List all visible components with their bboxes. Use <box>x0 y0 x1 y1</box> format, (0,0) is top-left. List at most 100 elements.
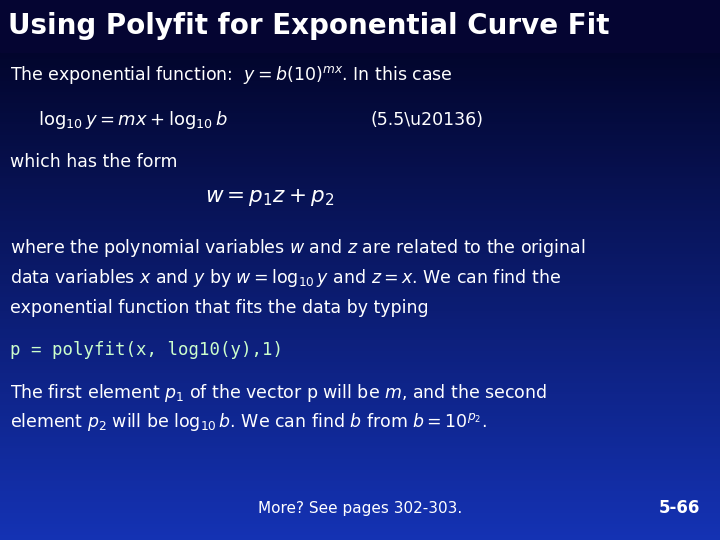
Bar <box>0 262 720 265</box>
Bar <box>0 316 720 319</box>
Bar <box>0 513 720 516</box>
Bar <box>0 232 720 235</box>
Bar <box>0 27 720 30</box>
Bar <box>0 68 720 70</box>
Bar <box>0 132 720 135</box>
Bar <box>0 475 720 478</box>
Bar <box>0 467 720 470</box>
Bar <box>0 313 720 316</box>
Bar <box>0 140 720 143</box>
Bar <box>0 19 720 22</box>
Bar <box>0 532 720 535</box>
Bar <box>0 165 720 167</box>
Text: 5-66: 5-66 <box>659 499 700 517</box>
Bar <box>0 224 720 227</box>
Bar <box>0 289 720 292</box>
Bar <box>0 470 720 472</box>
Bar <box>0 38 720 40</box>
Bar <box>0 440 720 443</box>
Bar <box>0 340 720 343</box>
Bar <box>0 370 720 373</box>
Bar <box>0 16 720 19</box>
Bar <box>0 505 720 508</box>
Bar <box>0 122 720 124</box>
Text: The first element $p_1$ of the vector p will be $m$, and the second: The first element $p_1$ of the vector p … <box>10 382 547 404</box>
Bar <box>0 127 720 130</box>
Bar <box>0 213 720 216</box>
Bar <box>0 267 720 270</box>
Bar <box>0 57 720 59</box>
Bar <box>0 427 720 429</box>
Bar <box>0 256 720 259</box>
Bar <box>0 292 720 294</box>
Bar <box>0 159 720 162</box>
Bar <box>0 516 720 518</box>
Bar <box>0 305 720 308</box>
Bar <box>0 154 720 157</box>
Bar <box>0 230 720 232</box>
Bar <box>0 130 720 132</box>
Bar <box>0 524 720 526</box>
Bar <box>0 184 720 186</box>
Bar <box>0 351 720 354</box>
Bar <box>0 508 720 510</box>
Bar <box>0 294 720 297</box>
Bar <box>0 300 720 302</box>
Bar <box>0 162 720 165</box>
Bar <box>0 486 720 489</box>
Bar <box>0 356 720 359</box>
Bar <box>0 321 720 324</box>
Bar <box>0 157 720 159</box>
Bar <box>0 456 720 459</box>
Bar <box>0 386 720 389</box>
Bar <box>0 319 720 321</box>
Bar <box>0 275 720 278</box>
Bar <box>0 205 720 208</box>
Bar <box>0 62 720 65</box>
Bar <box>0 446 720 448</box>
Text: p = polyfit(x, log10(y),1): p = polyfit(x, log10(y),1) <box>10 341 283 359</box>
Bar <box>0 0 720 52</box>
Bar <box>0 35 720 38</box>
Bar <box>0 97 720 100</box>
Bar <box>0 143 720 146</box>
Bar <box>0 310 720 313</box>
Bar <box>0 308 720 310</box>
Bar <box>0 138 720 140</box>
Bar <box>0 194 720 197</box>
Bar <box>0 421 720 424</box>
Bar <box>0 24 720 27</box>
Text: More? See pages 302-303.: More? See pages 302-303. <box>258 501 462 516</box>
Bar <box>0 65 720 68</box>
Bar <box>0 73 720 76</box>
Bar <box>0 454 720 456</box>
Bar <box>0 265 720 267</box>
Bar <box>0 49 720 51</box>
Bar <box>0 324 720 327</box>
Bar <box>0 535 720 537</box>
Bar <box>0 108 720 111</box>
Text: (5.5\u20136): (5.5\u20136) <box>370 111 483 129</box>
Bar <box>0 243 720 246</box>
Bar <box>0 146 720 148</box>
Bar <box>0 103 720 105</box>
Bar <box>0 173 720 176</box>
Bar <box>0 3 720 5</box>
Bar <box>0 397 720 400</box>
Text: Using Polyfit for Exponential Curve Fit: Using Polyfit for Exponential Curve Fit <box>8 12 610 40</box>
Bar <box>0 124 720 127</box>
Bar <box>0 59 720 62</box>
Bar <box>0 378 720 381</box>
Bar <box>0 54 720 57</box>
Text: element $p_2$ will be $\log_{10}b$. We can find $b$ from $b = 10^{p_2}$.: element $p_2$ will be $\log_{10}b$. We c… <box>10 411 487 433</box>
Bar <box>0 14 720 16</box>
Text: where the polynomial variables $w$ and $z$ are related to the original: where the polynomial variables $w$ and $… <box>10 237 585 259</box>
Bar <box>0 359 720 362</box>
Bar <box>0 432 720 435</box>
Bar <box>0 81 720 84</box>
Bar <box>0 43 720 46</box>
Bar <box>0 364 720 367</box>
Bar <box>0 259 720 262</box>
Bar <box>0 148 720 151</box>
Bar <box>0 367 720 370</box>
